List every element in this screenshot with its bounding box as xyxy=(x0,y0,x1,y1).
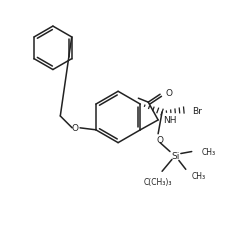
Text: O: O xyxy=(72,124,79,133)
Text: Si: Si xyxy=(172,151,180,160)
Text: CH₃: CH₃ xyxy=(202,147,216,156)
Text: NH: NH xyxy=(163,116,177,125)
Text: C(CH₃)₃: C(CH₃)₃ xyxy=(144,177,172,186)
Text: O: O xyxy=(165,88,172,97)
Text: O: O xyxy=(156,136,164,144)
Text: CH₃: CH₃ xyxy=(192,171,206,180)
Text: Br: Br xyxy=(192,106,202,115)
